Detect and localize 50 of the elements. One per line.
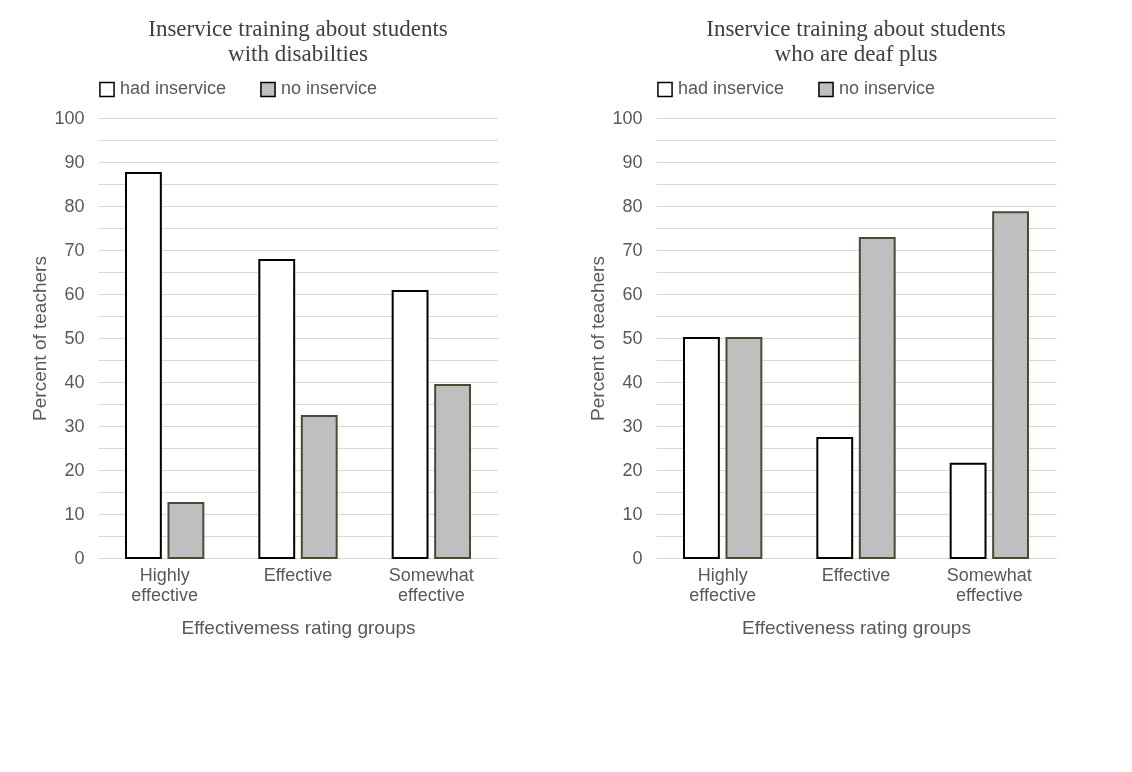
- bar: [816, 436, 854, 559]
- y-axis-title: Percent of teachers: [29, 256, 51, 421]
- y-tick-label: 40: [64, 371, 85, 392]
- legend-label: no inservice: [839, 78, 936, 99]
- x-tick-label: Somewhat effective: [946, 564, 1032, 605]
- bar: [949, 462, 987, 559]
- x-tick-label: Somewhat effective: [388, 564, 474, 605]
- y-tick-label: 50: [64, 327, 85, 348]
- y-tick-label: 70: [622, 239, 643, 260]
- y-tick-label: 30: [622, 415, 643, 436]
- y-tick-label: 90: [64, 151, 85, 172]
- y-tick-label: 70: [64, 239, 85, 260]
- y-tick-label: 20: [64, 459, 85, 480]
- y-tick-label: 100: [612, 107, 643, 128]
- y-tick-label: 100: [54, 107, 85, 128]
- bar: [725, 337, 763, 559]
- bar: [434, 384, 471, 559]
- x-tick-label: Highly effective: [131, 564, 199, 605]
- y-tick-label: 60: [64, 283, 85, 304]
- legend-label: had inservice: [678, 78, 785, 99]
- y-tick-label: 60: [622, 283, 643, 304]
- bar: [683, 337, 720, 559]
- y-tick-label: 0: [74, 547, 85, 568]
- legend-label: had inservice: [120, 78, 227, 99]
- x-tick-label: Highly effective: [689, 564, 757, 605]
- y-tick-label: 0: [632, 547, 643, 568]
- y-axis-title: Percent of teachers: [587, 256, 609, 421]
- chart-title: Inservice training about students who are deaf plus: [706, 16, 1006, 66]
- bar: [125, 172, 162, 559]
- y-tick-label: 10: [64, 503, 85, 524]
- y-tick-label: 10: [622, 503, 643, 524]
- y-tick-label: 50: [622, 327, 643, 348]
- y-tick-label: 40: [622, 371, 643, 392]
- bar: [167, 502, 205, 559]
- bar: [258, 259, 296, 559]
- legend-label: no inservice: [281, 78, 378, 99]
- bar: [300, 414, 338, 559]
- y-tick-label: 90: [622, 151, 643, 172]
- bar: [992, 211, 1029, 559]
- y-tick-label: 80: [622, 195, 643, 216]
- y-tick-label: 30: [64, 415, 85, 436]
- x-axis-title: Effectiveness rating groups: [742, 616, 971, 638]
- y-tick-label: 80: [64, 195, 85, 216]
- y-tick-label: 20: [622, 459, 643, 480]
- bar: [391, 289, 429, 559]
- x-tick-label: Effective: [821, 564, 891, 585]
- chart-title: Inservice training about students with disabilties: [148, 16, 448, 66]
- x-tick-label: Effective: [263, 564, 333, 585]
- x-axis-title: Effectivemess rating groups: [181, 616, 416, 638]
- bar: [858, 237, 896, 559]
